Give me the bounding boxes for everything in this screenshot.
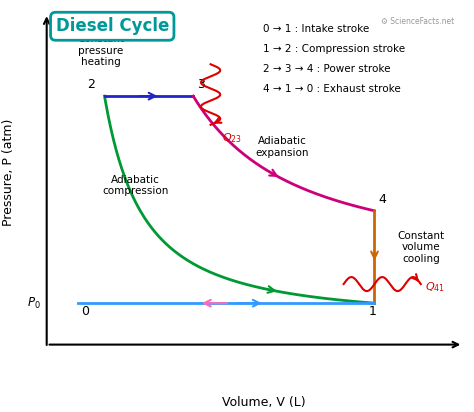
Text: Volume, V (L): Volume, V (L) — [222, 396, 305, 409]
Text: 2 → 3 → 4 : Power stroke: 2 → 3 → 4 : Power stroke — [264, 64, 391, 74]
Text: 3: 3 — [197, 78, 205, 91]
Text: Constant
pressure
heating: Constant pressure heating — [77, 34, 124, 68]
Text: Adiabatic
expansion: Adiabatic expansion — [255, 136, 309, 158]
Text: 0: 0 — [82, 305, 90, 318]
Text: Diesel Cycle: Diesel Cycle — [55, 17, 169, 35]
Text: 1: 1 — [369, 305, 376, 318]
Text: $Q_{23}$: $Q_{23}$ — [222, 131, 242, 145]
Text: 2: 2 — [87, 78, 95, 91]
Text: 4: 4 — [378, 193, 386, 206]
Text: $Q_{41}$: $Q_{41}$ — [425, 280, 445, 294]
Text: 4 → 1 → 0 : Exhaust stroke: 4 → 1 → 0 : Exhaust stroke — [264, 84, 401, 94]
Text: ⚙ ScienceFacts.net: ⚙ ScienceFacts.net — [381, 17, 454, 26]
Text: Constant
volume
cooling: Constant volume cooling — [398, 231, 445, 264]
Text: 0 → 1 : Intake stroke: 0 → 1 : Intake stroke — [264, 24, 370, 34]
Text: 1 → 2 : Compression stroke: 1 → 2 : Compression stroke — [264, 44, 406, 54]
Text: Pressure, P (atm): Pressure, P (atm) — [2, 118, 15, 226]
Text: Adiabatic
compression: Adiabatic compression — [102, 175, 169, 196]
Text: $P_0$: $P_0$ — [27, 296, 41, 311]
